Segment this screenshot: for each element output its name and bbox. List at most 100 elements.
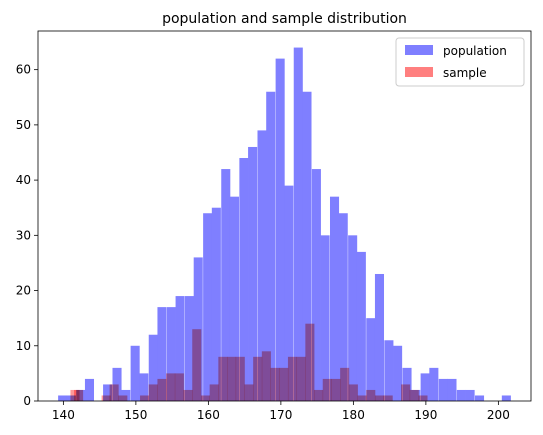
- population-bar: [58, 395, 68, 401]
- sample-bar: [287, 356, 298, 401]
- y-tick-label: 60: [16, 63, 31, 77]
- sample-bar: [366, 389, 376, 401]
- x-tick-label: 170: [269, 408, 292, 422]
- population-bar: [248, 146, 258, 401]
- y-axis: 0 10 20 30 40 50 60: [16, 63, 38, 408]
- population-bar: [266, 91, 276, 401]
- sample-bar: [192, 329, 202, 401]
- population-bar: [348, 235, 358, 401]
- population-bar: [257, 130, 267, 401]
- sample-bar: [322, 378, 332, 401]
- sample-bar: [157, 378, 167, 401]
- sample-bar: [401, 384, 411, 401]
- sample-bar: [148, 384, 158, 401]
- x-tick-label: 140: [52, 408, 75, 422]
- x-tick-label: 160: [197, 408, 220, 422]
- x-tick-label: 200: [487, 408, 510, 422]
- population-bar: [474, 395, 485, 401]
- sample-bar: [140, 395, 150, 401]
- population-bar: [293, 47, 303, 401]
- y-tick-label: 20: [16, 284, 31, 298]
- population-bar: [501, 395, 511, 401]
- population-bar: [157, 307, 167, 401]
- sample-bar: [314, 389, 324, 401]
- sample-bar: [340, 367, 350, 401]
- sample-bar: [109, 384, 119, 401]
- population-bar: [329, 196, 340, 401]
- chart-title: population and sample distribution: [162, 11, 407, 27]
- population-bar: [384, 340, 394, 401]
- population-bar: [311, 169, 321, 401]
- population-bar: [103, 384, 113, 401]
- sample-bar: [253, 356, 263, 401]
- population-bar: [184, 296, 195, 401]
- sample-bar: [418, 395, 428, 401]
- legend: population sample: [395, 37, 525, 87]
- y-tick-label: 50: [16, 118, 31, 132]
- population-bar: [284, 185, 294, 401]
- population-bar: [229, 196, 240, 401]
- x-axis: 140 150 160 170 180 190 200: [52, 401, 510, 422]
- sample-bar: [166, 373, 176, 401]
- x-tick-label: 150: [124, 408, 147, 422]
- sample-bar: [118, 395, 128, 401]
- population-bar: [221, 169, 231, 401]
- sample-bar: [374, 395, 385, 401]
- x-tick-label: 190: [414, 408, 437, 422]
- bars-layer: [58, 47, 511, 401]
- legend-label-sample: sample: [443, 66, 487, 80]
- sample-bar: [227, 356, 237, 401]
- population-bar: [203, 213, 213, 401]
- population-bar: [130, 345, 140, 401]
- sample-bar: [200, 395, 211, 401]
- population-bar: [139, 373, 149, 401]
- population-bar: [175, 296, 185, 401]
- population-bar: [302, 91, 312, 401]
- sample-bar: [244, 384, 254, 401]
- sample-bar: [218, 356, 228, 401]
- legend-swatch-sample: [405, 67, 433, 77]
- sample-bar: [74, 389, 84, 401]
- sample-bar: [331, 378, 341, 401]
- sample-bar: [183, 389, 193, 401]
- population-bar: [465, 389, 475, 401]
- population-bar: [438, 378, 448, 401]
- sample-bar: [279, 367, 289, 401]
- population-bar: [84, 378, 95, 401]
- legend-swatch-population: [405, 45, 433, 55]
- population-bar: [148, 334, 158, 401]
- sample-bar: [174, 373, 184, 401]
- x-tick-label: 180: [342, 408, 365, 422]
- y-tick-label: 40: [16, 173, 31, 187]
- sample-bar: [357, 395, 367, 401]
- population-bar: [320, 235, 330, 401]
- population-bar: [356, 251, 366, 401]
- y-tick-label: 10: [16, 339, 31, 353]
- population-bar: [429, 367, 439, 401]
- sample-bar: [305, 323, 315, 401]
- population-bar: [420, 373, 430, 401]
- population-bar: [393, 345, 403, 401]
- sample-bar: [235, 356, 245, 401]
- sample-bar: [209, 384, 219, 401]
- sample-bar: [101, 395, 111, 401]
- population-bar: [239, 158, 249, 401]
- sample-bar: [409, 389, 419, 401]
- plot-frame: [37, 30, 532, 402]
- population-bar: [456, 389, 466, 401]
- population-bar: [338, 213, 348, 401]
- sample-bar: [261, 351, 271, 401]
- y-tick-label: 30: [16, 228, 31, 242]
- sample-bar: [348, 384, 358, 401]
- sample-bar: [383, 395, 393, 401]
- y-tick-label: 0: [23, 394, 31, 408]
- sample-bar: [270, 367, 280, 401]
- population-bar: [166, 307, 176, 401]
- legend-label-population: population: [443, 44, 507, 58]
- population-bar: [447, 378, 457, 401]
- sample-bar: [296, 356, 306, 401]
- population-bar: [275, 58, 285, 401]
- population-bar: [374, 273, 385, 401]
- population-bar: [211, 207, 221, 401]
